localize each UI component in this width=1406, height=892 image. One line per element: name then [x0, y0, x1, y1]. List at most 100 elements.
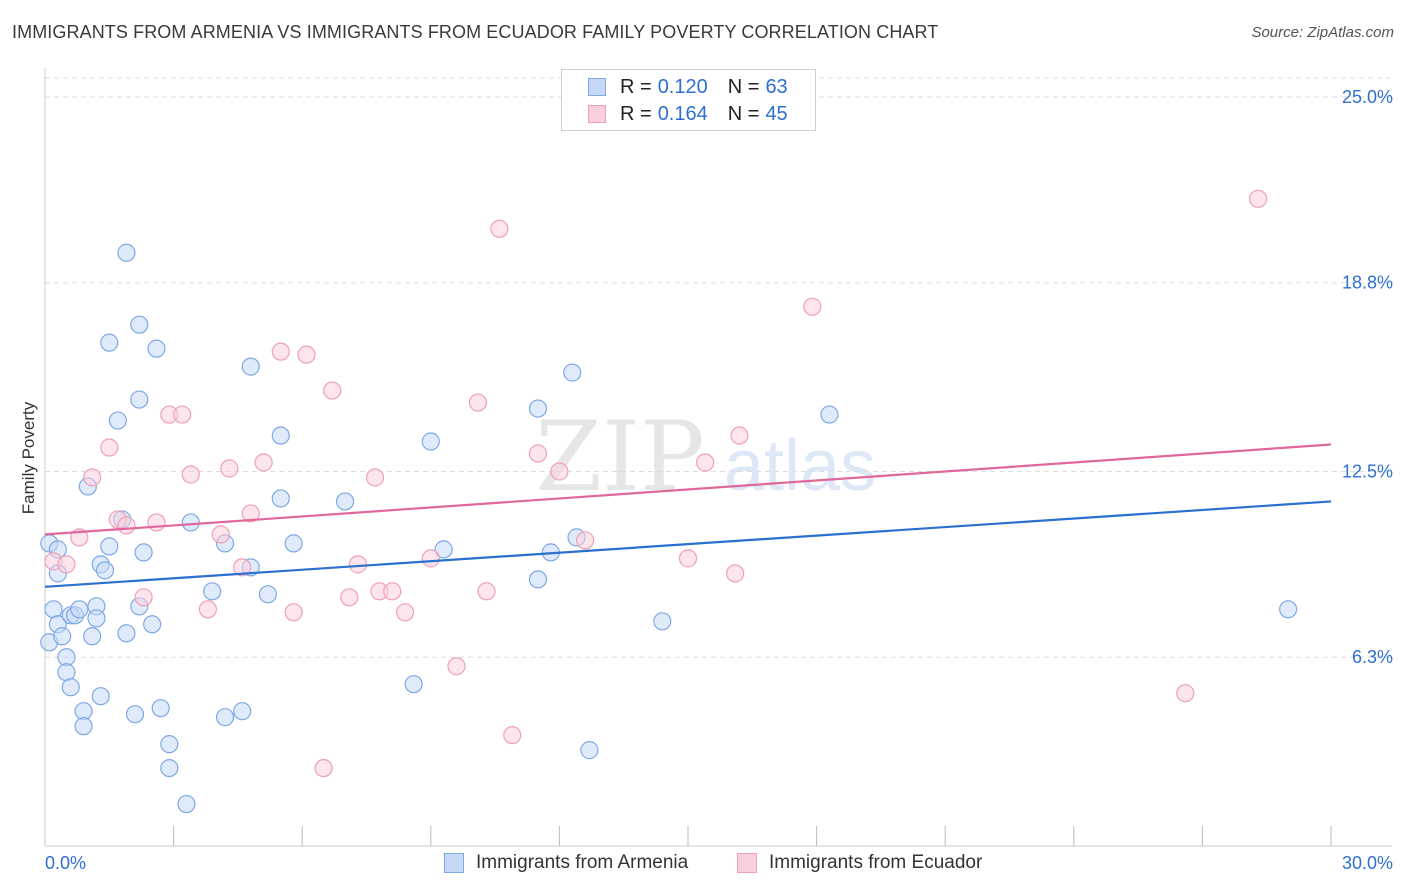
point-armenia: [143, 615, 162, 634]
series-ecuador: [44, 189, 1268, 778]
point-ecuador: [803, 297, 822, 316]
armenia-swatch: [588, 78, 606, 96]
point-ecuador: [323, 381, 342, 400]
point-armenia: [1279, 600, 1298, 619]
point-armenia: [215, 708, 235, 727]
point-ecuador: [83, 468, 102, 487]
tick-labels: 6.3% 12.5% 18.8% 25.0% 0.0% 30.0%: [45, 87, 1393, 873]
point-ecuador: [365, 468, 385, 487]
point-armenia: [53, 627, 72, 646]
point-ecuador: [383, 582, 402, 601]
point-ecuador: [198, 600, 217, 619]
axes: [44, 68, 1392, 847]
point-armenia: [284, 534, 303, 553]
point-ecuador: [468, 393, 488, 412]
point-ecuador: [241, 504, 260, 523]
trend-line-armenia: [44, 500, 1332, 588]
y-tick-label: 25.0%: [1342, 87, 1393, 107]
point-armenia: [100, 333, 119, 352]
point-armenia: [108, 411, 127, 430]
point-armenia: [258, 585, 278, 604]
point-armenia: [653, 612, 672, 631]
point-ecuador: [211, 525, 230, 544]
point-ecuador: [576, 531, 595, 550]
ecuador-r-value: 0.164: [657, 102, 708, 125]
legend-label-ecuador: Immigrants from Ecuador: [769, 852, 983, 873]
point-armenia: [528, 399, 548, 418]
point-armenia: [117, 243, 136, 262]
point-ecuador: [1249, 189, 1268, 208]
point-ecuador: [117, 516, 136, 535]
point-armenia: [130, 390, 149, 409]
point-armenia: [160, 759, 179, 778]
ecuador-legend-swatch: [737, 853, 757, 873]
n-label: N =: [727, 75, 760, 98]
point-armenia: [151, 699, 170, 718]
stats-row-ecuador: R = 0.164 N = 45: [588, 102, 788, 126]
point-armenia: [528, 570, 548, 589]
y-tick-label: 12.5%: [1342, 461, 1393, 481]
chart-title: IMMIGRANTS FROM ARMENIA VS IMMIGRANTS FR…: [12, 22, 939, 42]
point-ecuador: [503, 726, 522, 745]
x-tick-label-max: 30.0%: [1342, 853, 1393, 873]
trend-line-ecuador: [44, 443, 1332, 536]
point-ecuador: [490, 219, 509, 238]
point-ecuador: [730, 426, 749, 445]
point-armenia: [57, 663, 76, 682]
point-ecuador: [220, 459, 239, 478]
point-armenia: [181, 513, 200, 532]
point-ecuador: [678, 549, 698, 568]
point-armenia: [125, 705, 145, 724]
point-armenia: [421, 432, 440, 451]
legend-item-armenia[interactable]: Immigrants from Armenia: [444, 852, 688, 874]
legend-label-armenia: Immigrants from Armenia: [476, 852, 689, 873]
point-ecuador: [173, 405, 192, 424]
point-armenia: [580, 741, 599, 760]
armenia-r-value: 0.120: [657, 75, 708, 98]
point-armenia: [83, 627, 102, 646]
point-ecuador: [100, 438, 119, 457]
point-ecuador: [147, 513, 166, 532]
point-armenia: [87, 609, 106, 628]
point-armenia: [147, 339, 166, 358]
point-armenia: [404, 675, 423, 694]
trend-lines: [44, 443, 1332, 588]
point-armenia: [117, 624, 136, 643]
point-ecuador: [1176, 684, 1195, 703]
point-armenia: [241, 357, 260, 376]
point-ecuador: [297, 345, 316, 364]
legend-item-ecuador[interactable]: Immigrants from Ecuador: [737, 852, 982, 874]
point-ecuador: [181, 465, 200, 484]
point-ecuador: [254, 453, 273, 472]
point-ecuador: [348, 555, 368, 574]
y-tick-label: 18.8%: [1342, 273, 1393, 293]
point-armenia: [44, 600, 63, 619]
point-ecuador: [696, 453, 715, 472]
point-ecuador: [284, 603, 303, 622]
point-armenia: [820, 405, 839, 424]
point-armenia: [134, 543, 153, 562]
point-armenia: [74, 717, 93, 736]
point-ecuador: [233, 558, 252, 577]
y-axis-label: Family Poverty: [19, 401, 38, 514]
point-ecuador: [726, 564, 745, 583]
point-armenia: [233, 702, 252, 721]
point-armenia: [203, 582, 222, 601]
point-ecuador: [421, 549, 440, 568]
point-armenia: [335, 492, 355, 511]
point-armenia: [100, 537, 119, 556]
point-armenia: [95, 561, 115, 580]
point-armenia: [70, 600, 89, 619]
point-ecuador: [57, 555, 76, 574]
point-armenia: [130, 315, 149, 334]
point-armenia: [563, 363, 582, 382]
point-armenia: [177, 794, 196, 814]
n-label: N =: [727, 102, 760, 125]
watermark-atlas: atlas: [724, 426, 876, 506]
point-ecuador: [550, 462, 569, 481]
armenia-n-value: 63: [765, 75, 788, 98]
ecuador-swatch: [588, 105, 606, 123]
y-tick-label: 6.3%: [1352, 647, 1393, 667]
point-ecuador: [271, 342, 290, 361]
source-label: Source: ZipAtlas.com: [1251, 24, 1394, 41]
